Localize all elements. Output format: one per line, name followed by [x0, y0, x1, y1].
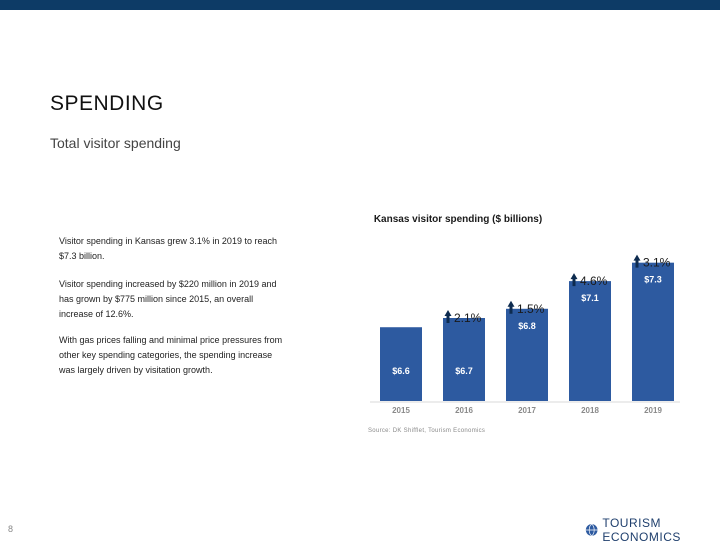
bar-2018 — [569, 281, 611, 401]
x-tick-label-2015: 2015 — [392, 406, 410, 415]
page-subtitle: Total visitor spending — [50, 135, 181, 151]
top-banner — [0, 0, 720, 10]
spending-bar-chart: Kansas visitor spending ($ billions) $6.… — [368, 214, 680, 434]
growth-arrow-icon — [444, 310, 452, 323]
bar-2016 — [443, 318, 485, 401]
value-label-2018: $7.1 — [581, 293, 599, 303]
page-title: SPENDING — [50, 92, 164, 115]
chart-title: Kansas visitor spending ($ billions) — [374, 214, 542, 225]
value-label-2017: $6.8 — [518, 321, 536, 331]
bar-2015 — [380, 327, 422, 401]
growth-label-2018: 4.6% — [580, 274, 608, 288]
x-tick-label-2016: 2016 — [455, 406, 473, 415]
growth-arrow-icon — [633, 254, 641, 268]
globe-icon — [585, 523, 598, 537]
growth-arrow-icon — [507, 300, 515, 314]
growth-label-2016: 2.1% — [454, 311, 482, 325]
bullet-text: Visitor spending in Kansas grew 3.1% in … — [59, 236, 277, 261]
bullet-text: With gas prices falling and minimal pric… — [59, 335, 283, 375]
bullet-text: Visitor spending increased by $220 milli… — [59, 279, 277, 319]
x-tick-label-2019: 2019 — [644, 406, 662, 415]
page-number: 8 — [8, 524, 14, 534]
value-label-2015: $6.6 — [392, 366, 410, 376]
growth-arrow-icon — [570, 273, 578, 287]
x-tick-label-2017: 2017 — [518, 406, 536, 415]
x-tick-label-2018: 2018 — [581, 406, 599, 415]
value-label-2019: $7.3 — [644, 275, 662, 285]
bar-2019 — [632, 262, 674, 401]
growth-label-2017: 1.5% — [517, 302, 545, 316]
growth-label-2019: 3.1% — [643, 256, 671, 270]
bar-2017 — [506, 308, 548, 401]
source-note: Source: DK Shifflet, Tourism Economics — [368, 428, 485, 434]
value-label-2016: $6.7 — [455, 366, 473, 376]
